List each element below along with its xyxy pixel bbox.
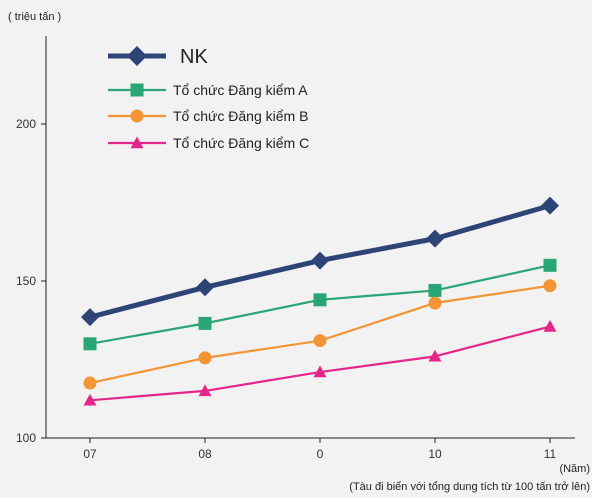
chart-note: (Tàu đi biển với tổng dung tích từ 100 t… (349, 481, 590, 493)
legend-label-1: Tổ chức Đăng kiểm A (173, 82, 308, 98)
series-2-point (198, 351, 212, 365)
y-tick-label: 150 (16, 274, 36, 288)
y-axis-label: ( triệu tấn ) (8, 11, 61, 23)
series-3-point (313, 365, 327, 378)
legend-marker-1 (130, 83, 144, 97)
series-3-point (543, 320, 557, 332)
x-tick-label: 0 (317, 447, 324, 461)
legend-marker-2 (130, 109, 144, 123)
x-tick-label: 07 (83, 447, 97, 461)
y-tick-label: 200 (16, 117, 36, 131)
series-2-point (543, 279, 557, 293)
series-1-point (83, 337, 97, 351)
legend-label-3: Tổ chức Đăng kiểm C (173, 135, 309, 151)
series-0-point (426, 229, 444, 248)
series-1-point (543, 258, 557, 272)
legend-marker-3 (130, 136, 144, 149)
x-axis-label: (Năm) (559, 463, 590, 475)
x-tick-label: 11 (544, 447, 557, 461)
series-3-point (428, 349, 442, 362)
legend-label-0: NK (180, 46, 208, 68)
series-1-point (198, 316, 212, 330)
series-0-point (541, 196, 559, 215)
series-2-point (428, 296, 442, 310)
series-0-point (196, 278, 214, 297)
legend-label-2: Tổ chức Đăng kiểm B (173, 108, 308, 124)
series-1-point (313, 293, 327, 307)
series-2-point (313, 334, 327, 348)
series-3-point (198, 384, 212, 397)
series-2-point (83, 376, 97, 390)
series-3-point (83, 393, 97, 406)
y-tick-label: 100 (16, 431, 36, 445)
x-tick-label: 08 (198, 447, 212, 461)
x-tick-label: 10 (428, 447, 442, 461)
legend-marker-0 (127, 46, 147, 66)
series-0-point (311, 251, 329, 270)
series-1-point (428, 283, 442, 297)
series-0-point (81, 308, 99, 327)
